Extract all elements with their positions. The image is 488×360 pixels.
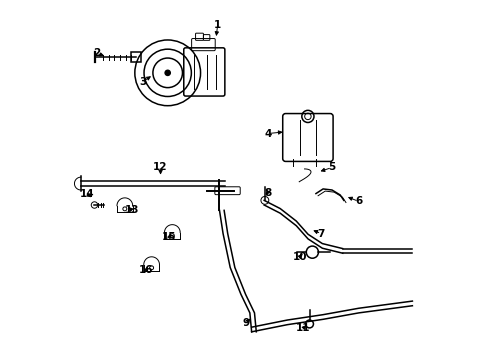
Text: 3: 3 [139, 77, 146, 87]
Text: 7: 7 [317, 229, 325, 239]
Text: 4: 4 [264, 129, 271, 139]
Text: 2: 2 [92, 48, 100, 58]
Text: 12: 12 [153, 162, 167, 172]
Text: 9: 9 [242, 318, 249, 328]
Text: 16: 16 [139, 265, 153, 275]
Text: 10: 10 [292, 252, 306, 262]
Circle shape [165, 70, 170, 76]
Text: 8: 8 [264, 188, 271, 198]
Text: 13: 13 [124, 205, 139, 215]
Text: 6: 6 [354, 197, 362, 206]
Text: 5: 5 [328, 162, 335, 172]
Text: 15: 15 [162, 232, 176, 242]
Text: 14: 14 [80, 189, 95, 199]
Text: 11: 11 [296, 323, 310, 333]
Text: 1: 1 [214, 19, 221, 30]
